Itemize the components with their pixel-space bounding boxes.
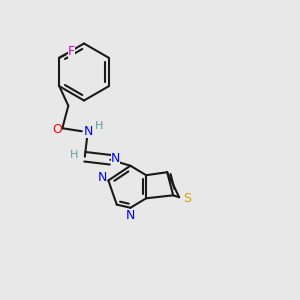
Text: F: F [68, 45, 75, 58]
Text: H: H [95, 121, 103, 131]
Text: N: N [98, 171, 107, 184]
Text: H: H [70, 150, 79, 160]
Text: N: N [111, 152, 120, 165]
Text: N: N [84, 125, 93, 138]
Text: S: S [183, 192, 191, 205]
Text: N: N [126, 209, 135, 222]
Text: O: O [52, 123, 62, 136]
